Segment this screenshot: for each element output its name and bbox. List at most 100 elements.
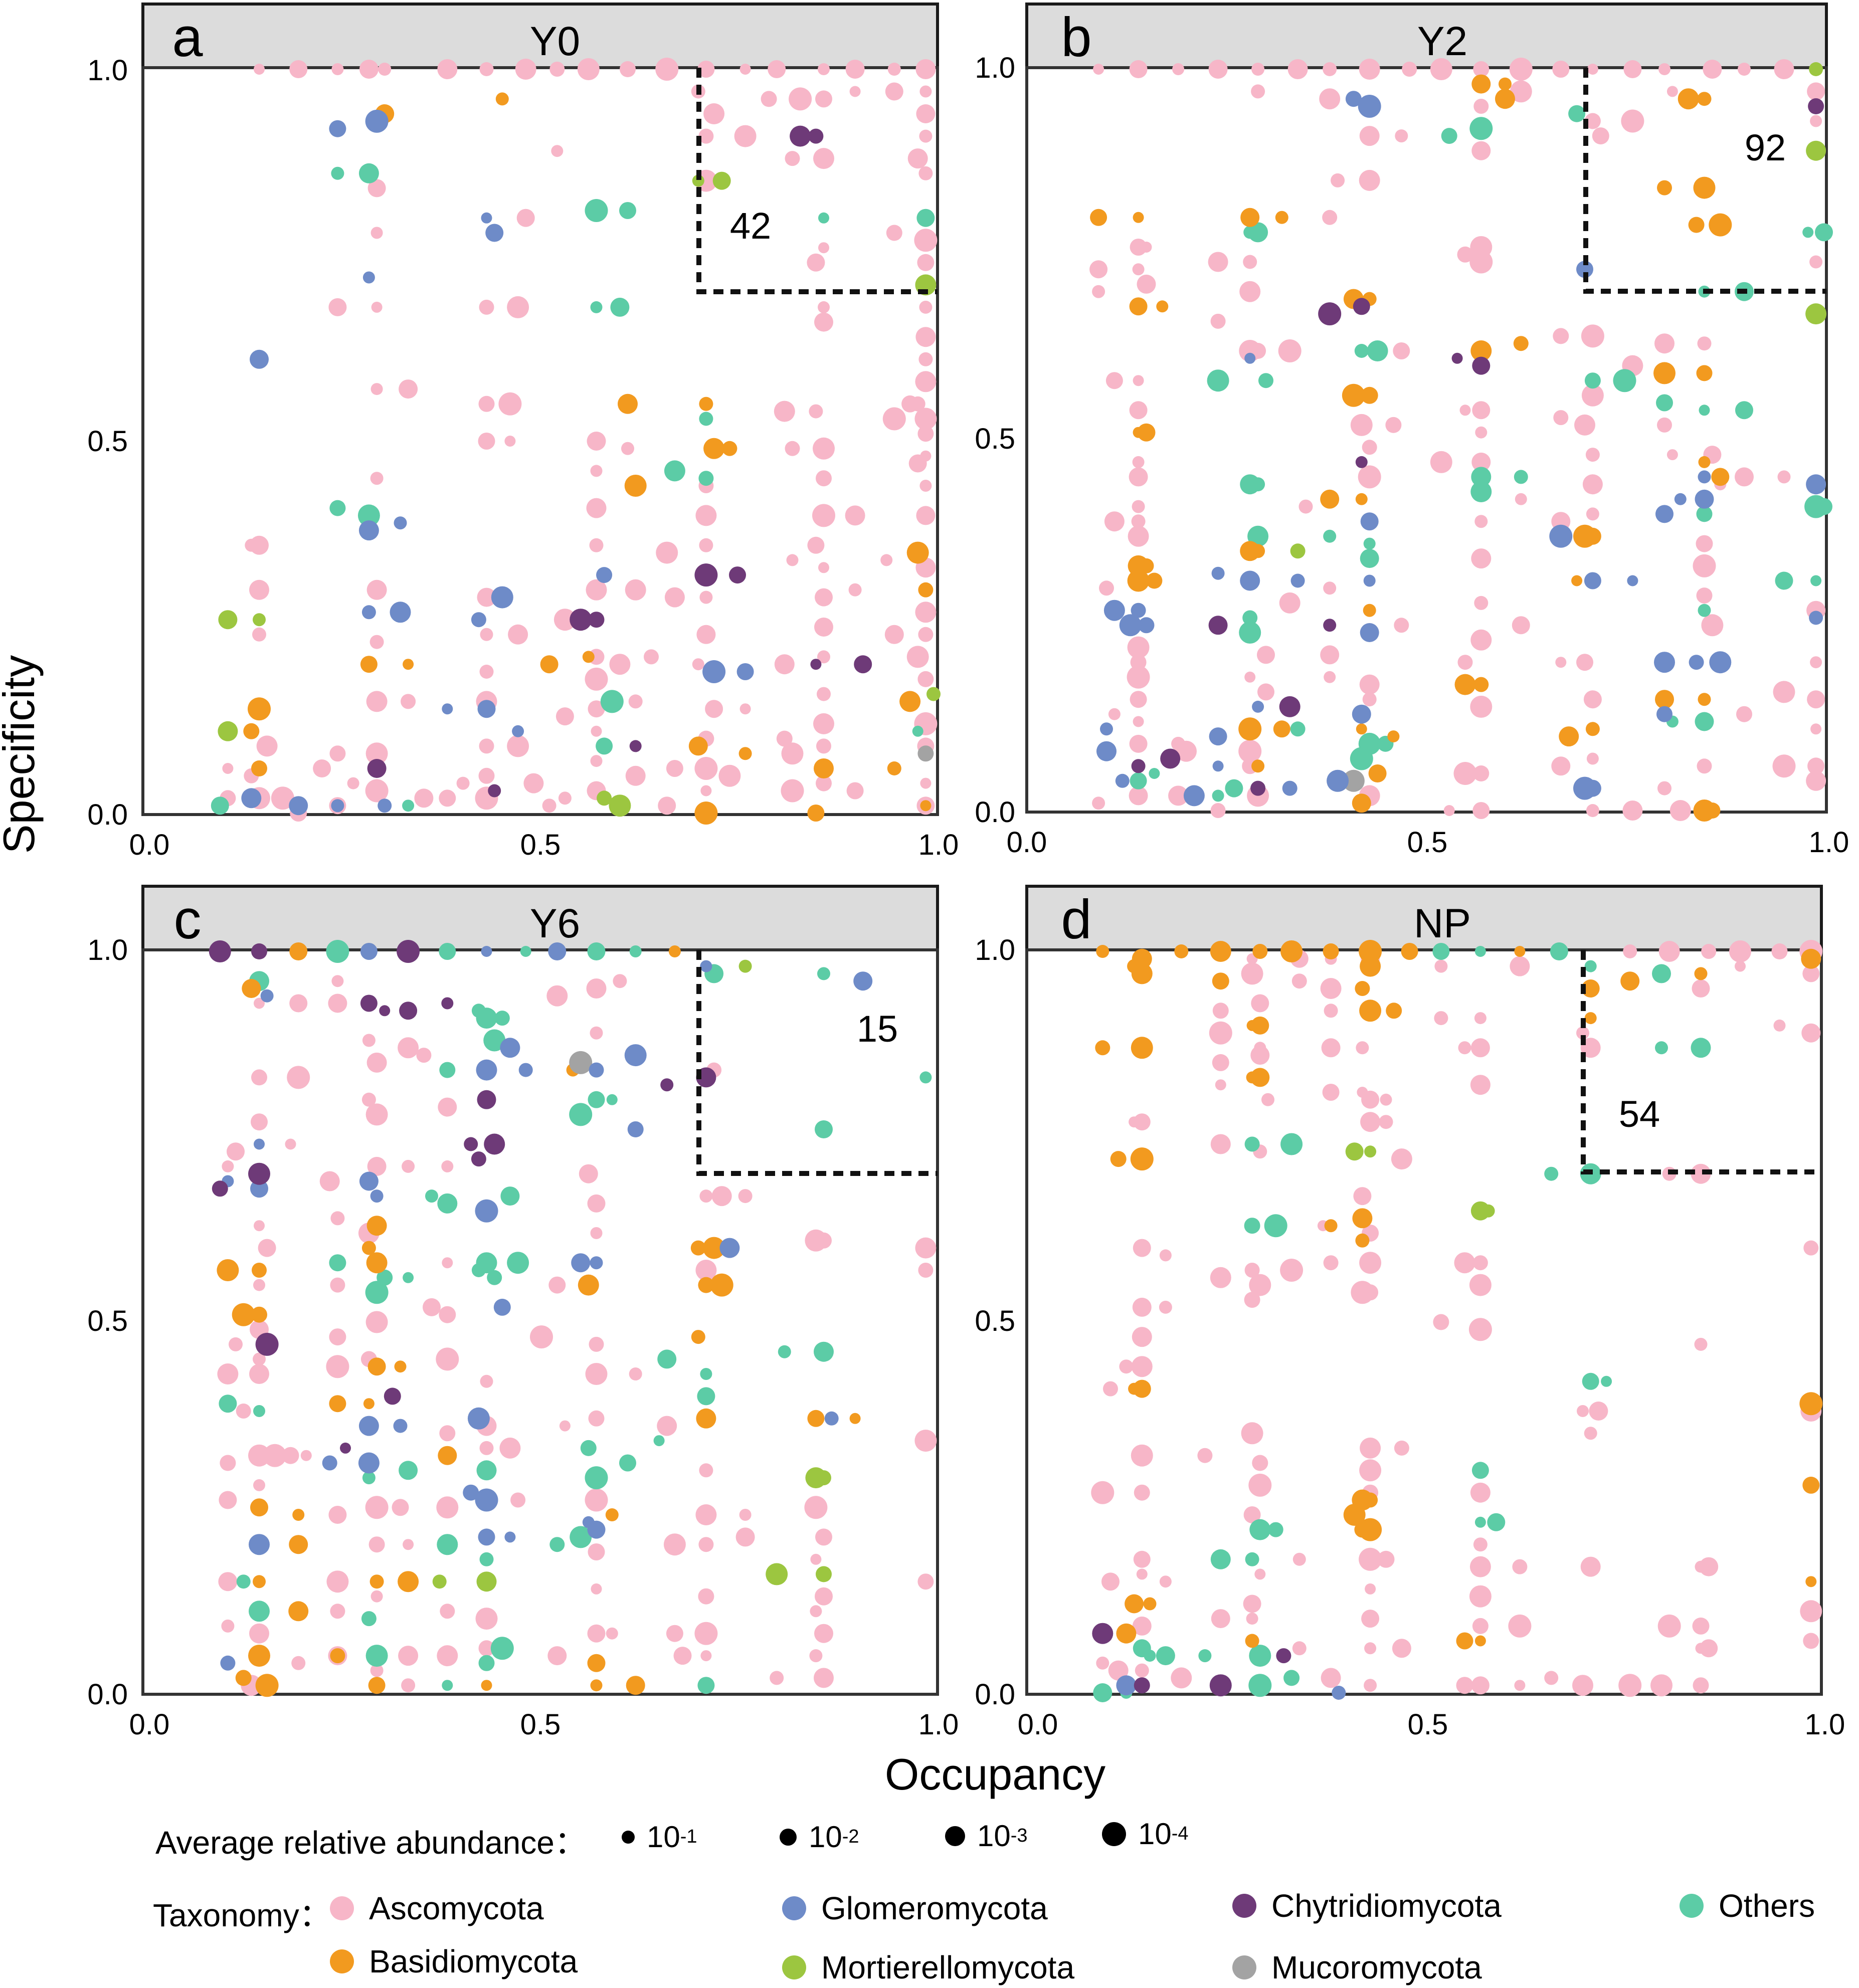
scatter-point-others [1244,1218,1260,1234]
scatter-point-mucoromycota [569,1051,593,1074]
scatter-point-basidiomycota [1471,74,1491,94]
scatter-point-ascomycota [1693,1677,1709,1694]
scatter-point-glomeromycota [360,943,378,960]
scatter-point-glomeromycota [1656,706,1672,722]
scatter-point-ascomycota [761,91,777,107]
scatter-point-ascomycota [1697,336,1712,351]
scatter-point-basidiomycota [1698,456,1711,468]
scatter-point-ascomycota [256,735,278,757]
scatter-point-ascomycota [1658,63,1670,75]
scatter-point-glomeromycota [1116,1675,1137,1696]
scatter-point-ascomycota [1773,681,1795,703]
scatter-point-others [425,1189,438,1203]
scatter-point-ascomycota [1159,1575,1172,1588]
scatter-point-others [500,1186,520,1206]
scatter-point-ascomycota [555,707,574,726]
scatter-point-ascomycota [1249,1274,1271,1296]
scatter-point-ascomycota [586,498,607,518]
scatter-point-glomeromycota [1809,611,1823,625]
panel-b-ytick: 0.5 [975,423,1015,455]
scatter-point-glomeromycota [1655,505,1674,523]
scatter-point-basidiomycota [1802,1476,1820,1494]
scatter-point-ascomycota [1208,60,1228,79]
scatter-point-others [653,1435,665,1447]
scatter-point-others [1290,721,1306,737]
scatter-point-ascomycota [222,763,234,774]
legend-item-ascomycota: Ascomycota [330,1890,544,1927]
scatter-point-glomeromycota [582,1516,595,1528]
scatter-point-ascomycota [1105,372,1123,389]
scatter-point-basidiomycota [1139,558,1154,573]
scatter-point-glomeromycota [249,1534,270,1555]
scatter-point-basidiomycota [242,979,261,998]
scatter-point-ascomycota [479,1441,494,1455]
scatter-point-glomeromycota [220,1655,236,1671]
scatter-point-ascomycota [1241,1422,1263,1445]
scatter-point-basidiomycota [1696,365,1713,381]
scatter-point-ascomycota [254,998,265,1009]
scatter-point-basidiomycota [703,1237,725,1259]
scatter-point-ascomycota [1131,514,1146,529]
scatter-point-ascomycota [1803,1633,1819,1649]
scatter-point-glomeromycota [1358,95,1381,118]
scatter-point-glomeromycota [370,1189,384,1203]
scatter-point-basidiomycota [1096,945,1109,958]
scatter-point-chytridiomycota [379,1005,391,1017]
scatter-point-ascomycota [1473,765,1490,781]
scatter-point-others [402,800,415,812]
scatter-point-ascomycota [1279,592,1300,614]
scatter-point-ascomycota [442,1257,453,1269]
scatter-point-ascomycota [479,738,494,754]
scatter-point-glomeromycota [1654,652,1675,673]
scatter-point-ascomycota [1136,1568,1148,1580]
scatter-point-ascomycota [1210,1267,1231,1288]
scatter-point-basidiomycota [292,1509,305,1521]
scatter-point-basidiomycota [738,747,752,760]
scatter-point-ascomycota [813,148,834,169]
size-legend-exp: -1 [680,1826,697,1847]
scatter-point-ascomycota [436,1496,459,1519]
scatter-point-basidiomycota [814,758,834,778]
scatter-point-ascomycota [1692,1617,1710,1635]
scatter-point-basidiomycota [250,1498,268,1517]
scatter-point-ascomycota [479,299,494,315]
scatter-point-ascomycota [1469,250,1493,274]
scatter-point-basidiomycota [1581,979,1600,998]
scatter-point-ascomycota [625,765,646,786]
scatter-point-basidiomycota [366,1252,388,1274]
scatter-point-glomeromycota [241,788,262,809]
scatter-point-ascomycota [588,1410,605,1427]
scatter-point-ascomycota [1209,1021,1232,1045]
legend-label: Basidiomycota [369,1943,578,1979]
scatter-point-ascomycota [478,395,495,412]
scatter-point-ascomycota [919,129,933,143]
scatter-point-ascomycota [901,395,919,413]
scatter-point-ascomycota [1777,470,1791,484]
scatter-point-glomeromycota [1363,574,1376,587]
scatter-point-ascomycota [1246,1613,1258,1625]
scatter-point-glomeromycota [1119,614,1142,637]
scatter-point-others [362,1471,376,1485]
scatter-point-glomeromycota [378,799,392,813]
legend-item-basidiomycota: Basidiomycota [330,1943,578,1980]
scatter-point-chytridiomycota [209,940,231,962]
scatter-point-glomeromycota [471,612,486,628]
scatter-point-ascomycota [1359,126,1380,146]
scatter-point-others [329,500,346,516]
scatter-point-ascomycota [1130,691,1147,708]
scatter-point-others [587,942,606,960]
scatter-point-others [331,166,344,180]
scatter-point-others [619,202,636,219]
size-legend-item: 10 -1 [622,1820,697,1854]
scatter-point-basidiomycota [1352,793,1371,813]
scatter-point-ascomycota [1320,645,1340,665]
scatter-point-ascomycota [1241,962,1263,985]
scatter-point-ascomycota [1159,1300,1172,1314]
scatter-point-glomeromycota [1698,470,1711,484]
scatter-point-others [520,946,531,957]
scatter-point-ascomycota [251,1113,268,1131]
scatter-point-ascomycota [700,785,712,797]
scatter-point-ascomycota [591,1583,602,1595]
scatter-point-ascomycota [1576,1026,1589,1040]
scatter-point-ascomycota [590,1227,603,1239]
